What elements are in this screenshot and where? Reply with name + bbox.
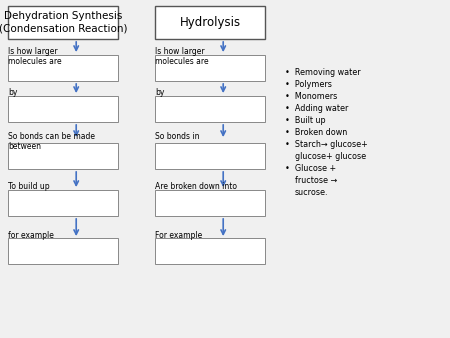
Text: •  Adding water: • Adding water xyxy=(285,104,348,113)
Bar xyxy=(155,238,265,264)
Text: •  Polymers: • Polymers xyxy=(285,80,332,89)
Bar xyxy=(8,6,118,39)
Text: by: by xyxy=(8,88,18,97)
Bar xyxy=(8,238,118,264)
Text: Hydrolysis: Hydrolysis xyxy=(180,16,241,29)
Text: Is how larger
molecules are: Is how larger molecules are xyxy=(8,47,62,66)
Text: glucose+ glucose: glucose+ glucose xyxy=(295,152,366,161)
Text: Are broken down into: Are broken down into xyxy=(155,182,237,191)
Text: •  Broken down: • Broken down xyxy=(285,128,347,137)
Text: sucrose.: sucrose. xyxy=(295,188,328,197)
Text: for example: for example xyxy=(8,231,54,240)
Text: •  Removing water: • Removing water xyxy=(285,68,360,77)
Text: Dehydration Synthesis
(Condensation Reaction): Dehydration Synthesis (Condensation Reac… xyxy=(0,11,127,34)
Bar xyxy=(8,190,118,216)
Text: by: by xyxy=(155,88,164,97)
Text: For example: For example xyxy=(155,231,202,240)
Bar xyxy=(8,96,118,122)
Bar xyxy=(8,55,118,81)
Text: To build up: To build up xyxy=(8,182,50,191)
Text: So bonds in: So bonds in xyxy=(155,132,199,141)
Text: •  Glucose +: • Glucose + xyxy=(285,164,336,173)
Bar xyxy=(155,6,265,39)
Bar xyxy=(155,55,265,81)
Text: •  Built up: • Built up xyxy=(285,116,326,125)
Text: fructose →: fructose → xyxy=(295,176,337,185)
Bar xyxy=(155,143,265,169)
Bar xyxy=(155,96,265,122)
Text: •  Monomers: • Monomers xyxy=(285,92,337,101)
Bar xyxy=(8,143,118,169)
Text: •  Starch→ glucose+: • Starch→ glucose+ xyxy=(285,140,368,149)
Text: Is how larger
molecules are: Is how larger molecules are xyxy=(155,47,209,66)
Bar xyxy=(155,190,265,216)
Text: So bonds can be made
between: So bonds can be made between xyxy=(8,132,95,151)
